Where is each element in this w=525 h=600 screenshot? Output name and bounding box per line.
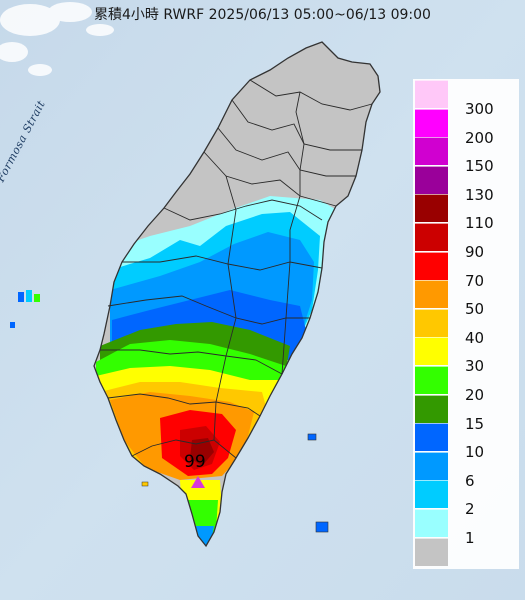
legend-label: 300 <box>465 100 494 118</box>
island-coastline <box>93 41 381 548</box>
legend-label: 6 <box>465 471 475 490</box>
legend-swatch <box>415 251 448 280</box>
legend-label: 90 <box>465 243 485 261</box>
legend-label: 130 <box>465 185 494 204</box>
legend-label: 15 <box>465 414 485 433</box>
legend-label: 40 <box>465 328 485 347</box>
cloud-patches <box>0 2 114 76</box>
legend-swatch <box>415 223 448 251</box>
legend-swatch <box>415 165 448 194</box>
legend-swatch <box>415 108 448 137</box>
legend-swatch <box>415 451 448 480</box>
legend-swatch <box>415 509 448 537</box>
legend-label: 200 <box>465 128 494 147</box>
legend-swatch <box>415 308 448 337</box>
legend-label: 110 <box>465 214 494 233</box>
legend-swatch <box>415 137 448 166</box>
map-title: 累積4小時 RWRF 2025/06/13 05:00~06/13 09:00 <box>94 7 431 23</box>
legend-swatch <box>415 480 448 509</box>
legend-swatch <box>415 423 448 452</box>
offshore-islands <box>10 290 329 533</box>
max-rainfall-value: 99 <box>184 452 206 472</box>
legend-label: 30 <box>465 357 485 376</box>
legend-label: 70 <box>465 271 485 290</box>
legend-swatch <box>415 194 448 223</box>
legend-label: 1 <box>465 529 475 547</box>
max-rainfall-marker-icon <box>191 476 205 488</box>
legend-swatch <box>415 280 448 309</box>
legend-label: 150 <box>465 157 494 176</box>
legend-label: 50 <box>465 300 485 319</box>
legend-label: 10 <box>465 443 485 462</box>
legend-swatch <box>415 80 448 108</box>
legend-label: 2 <box>465 500 475 519</box>
county-boundaries <box>100 79 373 459</box>
legend-swatch <box>415 394 448 423</box>
legend-swatch <box>415 337 448 366</box>
legend-swatch <box>415 537 448 566</box>
legend-label: 20 <box>465 386 485 404</box>
rainfall-legend: 300 200 150 130 110 90 70 50 40 30 20 15 10 6 2 1 <box>413 79 519 569</box>
legend-swatch <box>415 366 448 394</box>
